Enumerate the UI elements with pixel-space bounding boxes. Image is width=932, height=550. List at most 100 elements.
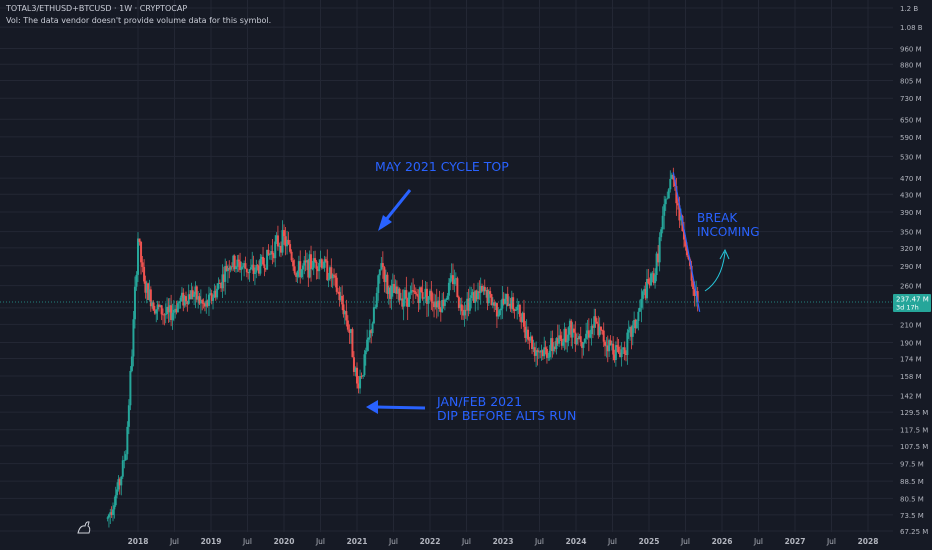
- candle: [187, 284, 190, 306]
- candle-body: [299, 261, 302, 278]
- candle-body: [525, 329, 528, 338]
- candle-body: [552, 346, 555, 352]
- candle-body: [389, 287, 392, 299]
- candle: [334, 273, 337, 288]
- candle: [229, 265, 232, 273]
- candle-body: [180, 292, 183, 298]
- candle: [416, 288, 419, 297]
- price-axis[interactable]: 1.2 B 1.08 B 960 M 880 M 805 M 730 M 650 M 590 …: [893, 5, 931, 536]
- candle-body: [435, 301, 438, 308]
- candle: [579, 326, 582, 347]
- y-tick-label: 530 M: [900, 153, 922, 161]
- candle-body: [193, 294, 196, 297]
- candle: [113, 496, 116, 519]
- candle-body: [493, 302, 496, 306]
- candle: [259, 253, 262, 276]
- candle: [670, 172, 673, 180]
- y-tick-label: 190 M: [900, 340, 922, 348]
- candle: [456, 276, 459, 298]
- y-tick-label: 80.5 M: [900, 495, 924, 503]
- candle-body: [331, 274, 334, 279]
- candle-body: [598, 326, 601, 336]
- y-tick-label: 390 M: [900, 209, 922, 217]
- candle: [577, 332, 580, 346]
- candle: [664, 196, 667, 211]
- candle-body: [371, 323, 374, 334]
- candle: [633, 311, 636, 333]
- candle-body: [360, 376, 363, 377]
- x-tick-label: 2022: [420, 537, 441, 546]
- candle-body: [657, 253, 660, 263]
- candle-body: [205, 300, 208, 307]
- candle-body: [583, 338, 586, 343]
- candle: [494, 301, 497, 310]
- candle-body: [175, 308, 178, 313]
- candle: [367, 337, 370, 352]
- candle: [213, 283, 216, 299]
- candle: [172, 300, 175, 322]
- candle: [502, 292, 505, 306]
- candle-body: [132, 319, 135, 357]
- candle: [272, 252, 275, 263]
- candle: [585, 322, 588, 345]
- candle: [414, 287, 417, 300]
- candle-body: [663, 204, 666, 216]
- candle: [327, 272, 330, 288]
- candle-body: [121, 460, 124, 477]
- candle: [133, 276, 136, 329]
- candle-body: [655, 253, 658, 276]
- candle-body: [293, 266, 296, 274]
- x-tick-label: Jul: [169, 537, 179, 546]
- candle: [337, 287, 340, 295]
- candle-body: [384, 274, 387, 283]
- candle-body: [315, 261, 318, 269]
- candle-body: [518, 304, 521, 317]
- candle-body: [370, 330, 373, 334]
- candle-body: [586, 330, 589, 334]
- candle-body: [257, 265, 260, 274]
- candle: [381, 251, 384, 279]
- candle-body: [441, 299, 444, 313]
- candle-body: [595, 321, 598, 324]
- candle-body: [237, 259, 240, 262]
- candle-body: [152, 302, 155, 311]
- candle: [233, 254, 236, 272]
- candle: [447, 277, 450, 301]
- candle: [236, 255, 239, 273]
- candle-body: [512, 297, 515, 310]
- candle: [228, 260, 231, 279]
- break-arrow: [704, 248, 730, 292]
- candle-body: [240, 267, 243, 270]
- candle-body: [578, 336, 581, 340]
- candle: [528, 337, 531, 350]
- candle: [620, 342, 623, 367]
- candle-body: [489, 291, 492, 295]
- candle-body: [417, 295, 420, 303]
- candle-body: [412, 290, 415, 291]
- cycle-top-arrow-head: [378, 215, 392, 231]
- candle-body: [343, 311, 346, 315]
- x-tick-label: 2025: [639, 537, 660, 546]
- candle: [650, 271, 653, 287]
- candle: [490, 293, 493, 306]
- candle: [378, 269, 381, 284]
- candle: [539, 350, 542, 359]
- candle-body: [110, 512, 113, 516]
- candle: [669, 170, 672, 193]
- y-tick-label: 350 M: [900, 229, 922, 237]
- candle: [586, 319, 589, 340]
- candle-body: [449, 278, 452, 283]
- candle: [349, 328, 352, 344]
- candle-body: [342, 304, 345, 315]
- candle-body: [591, 325, 594, 328]
- candle: [386, 272, 389, 299]
- candle: [644, 282, 647, 301]
- time-axis[interactable]: 2018 Jul 2019 Jul 2020 Jul 2021 Jul 2022 Jul 2023 J…: [128, 537, 879, 546]
- candle: [310, 245, 313, 282]
- candle: [389, 284, 392, 309]
- candle: [289, 239, 292, 254]
- candle-body: [308, 254, 311, 278]
- candle: [292, 257, 295, 271]
